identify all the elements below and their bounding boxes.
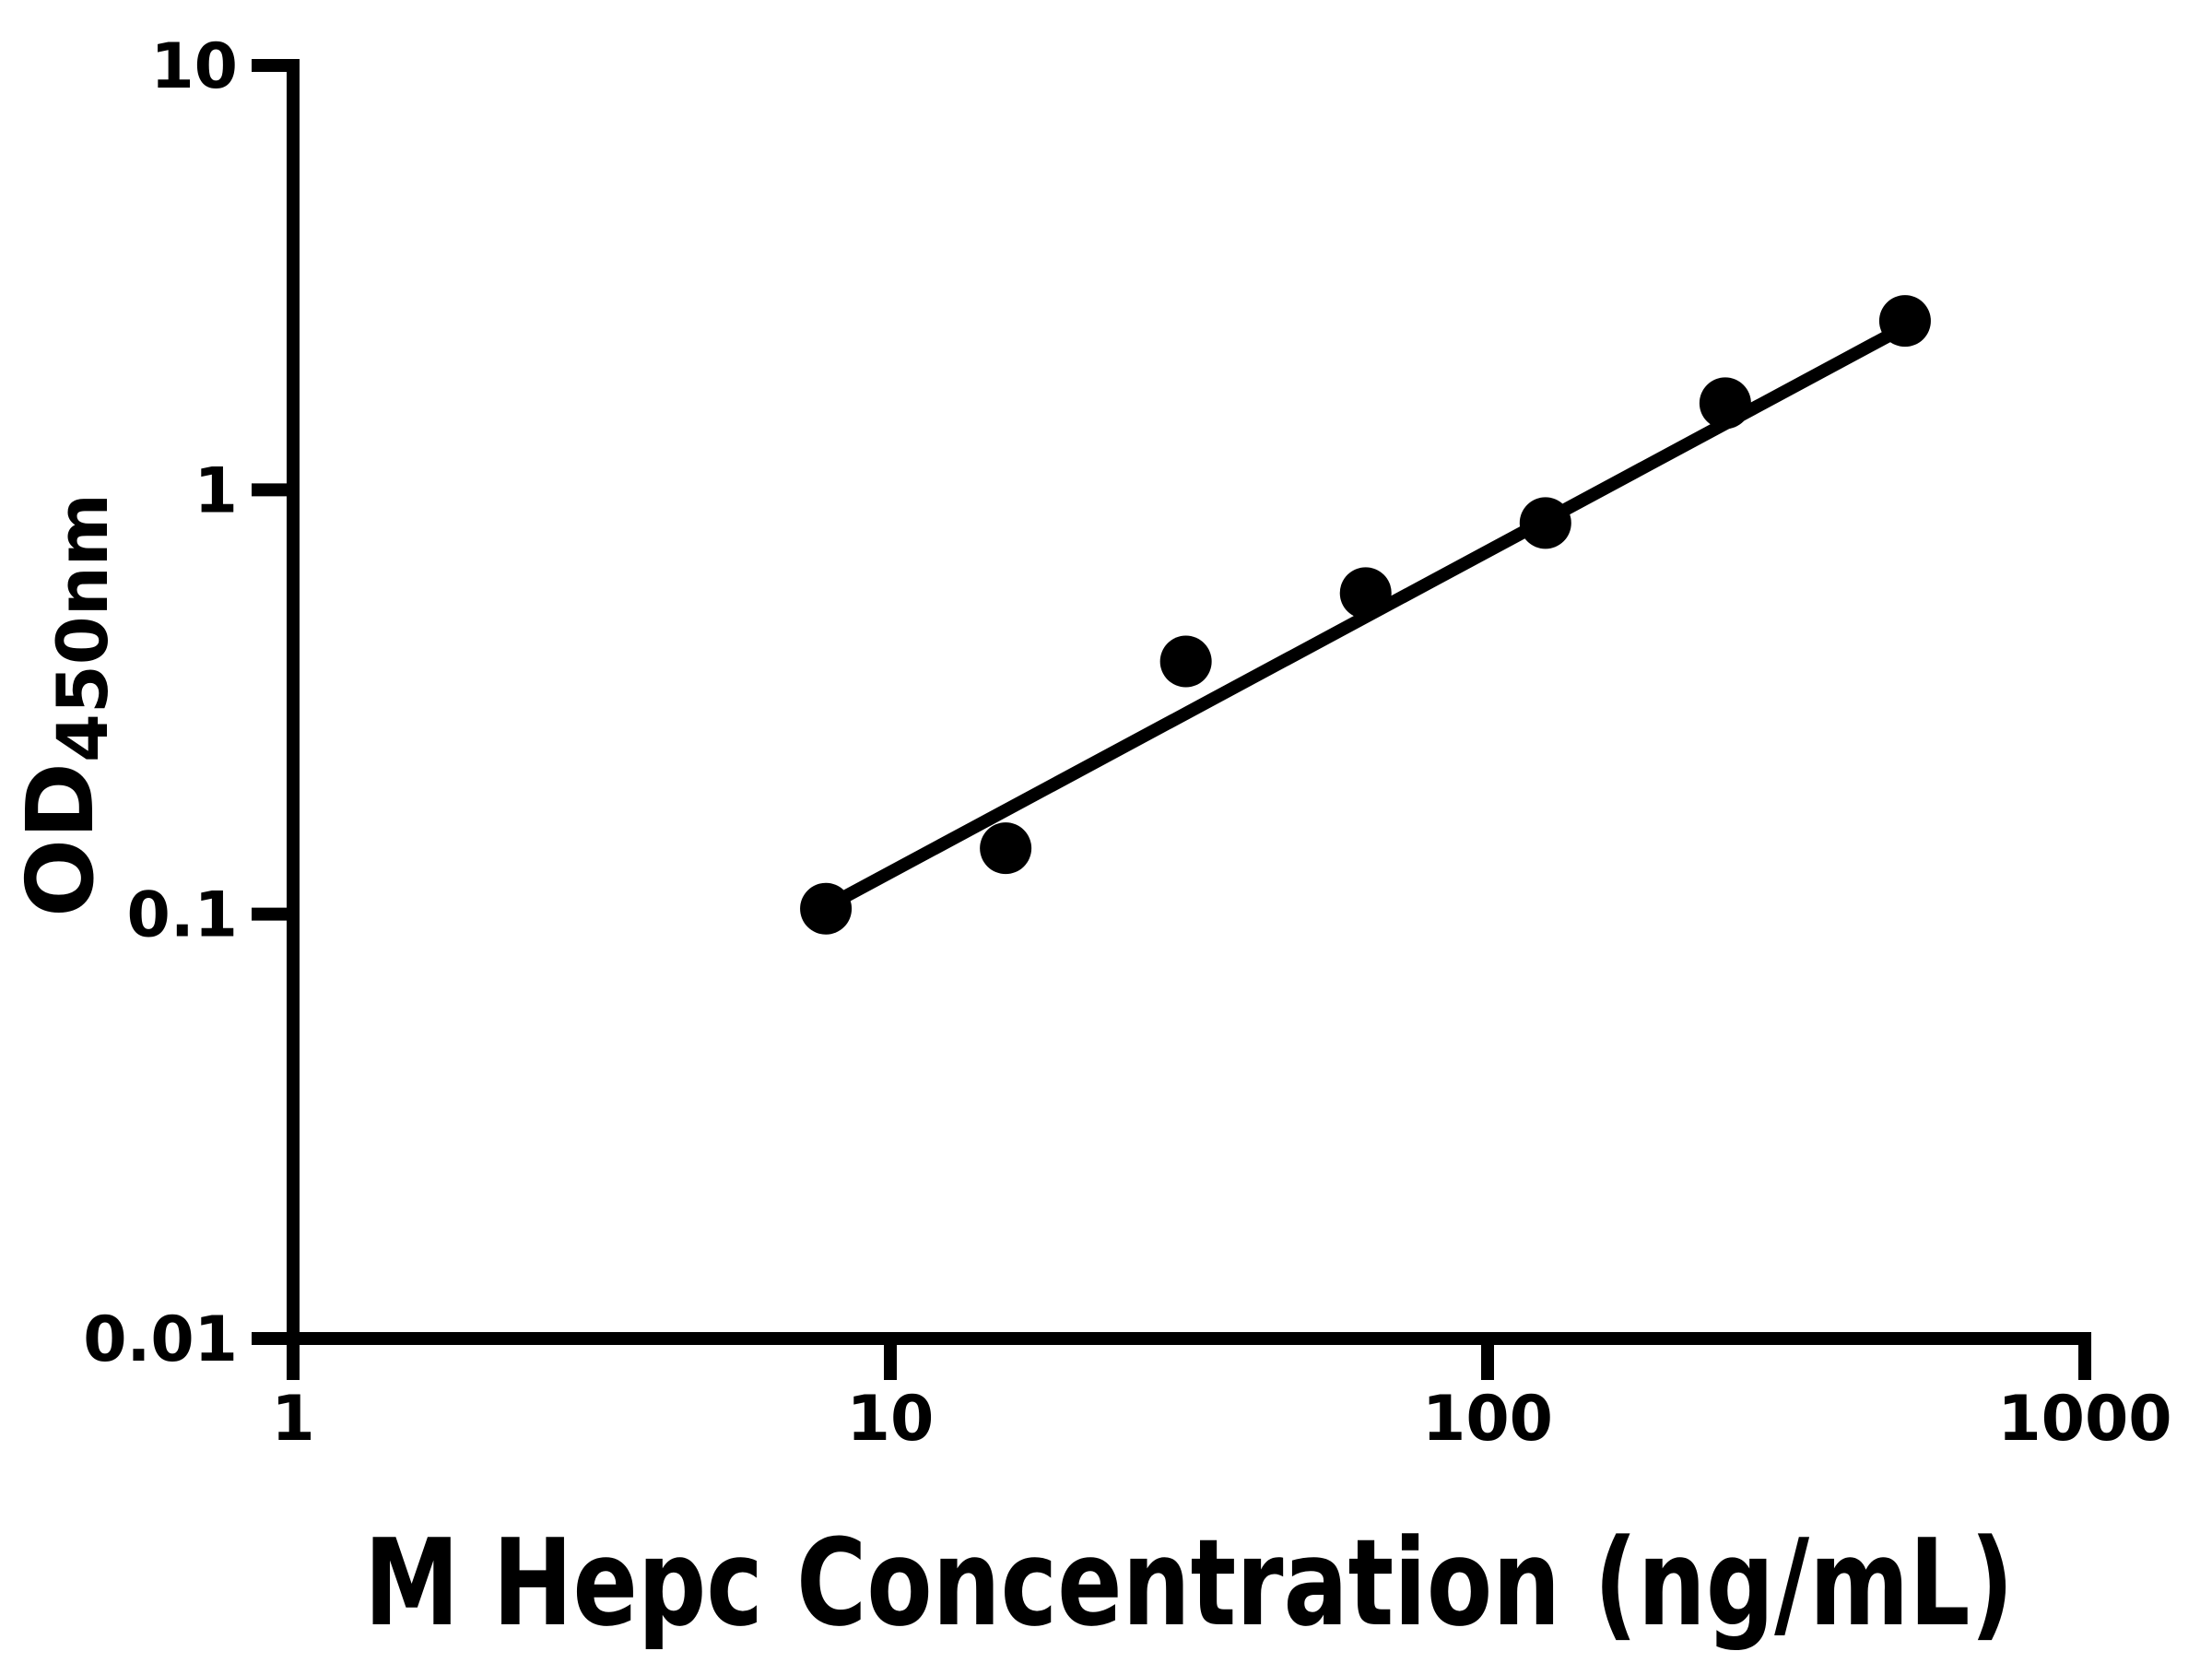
x-tick-label: 1 — [271, 1383, 314, 1456]
y-axis-title-subscript: 450nm — [41, 493, 124, 762]
data-point — [1699, 377, 1751, 430]
tick-labels: 10 1 0.1 0.01 1 10 100 1000 — [83, 30, 2171, 1456]
x-tick-label: 100 — [1422, 1383, 1553, 1456]
y-tick-label: 1 — [194, 454, 238, 527]
axes — [287, 59, 2091, 1345]
y-tick-label: 10 — [150, 30, 238, 103]
data-point — [1159, 635, 1212, 688]
x-axis-title: M Hepc Concentration (ng/mL) — [364, 1513, 2014, 1653]
data-point — [980, 822, 1032, 875]
y-axis-title-main: OD — [6, 762, 114, 917]
data-point — [1339, 567, 1392, 619]
data-point — [1519, 497, 1571, 549]
y-axis-title: OD450nm — [6, 493, 124, 917]
y-tick-label: 0.1 — [127, 879, 238, 952]
y-tick-label: 0.01 — [83, 1303, 238, 1376]
data-point — [800, 882, 853, 935]
data-point — [1878, 295, 1931, 348]
x-tick-label: 1000 — [1997, 1383, 2171, 1456]
ticks — [252, 59, 2091, 1380]
x-tick-label: 10 — [847, 1383, 935, 1456]
data-series — [800, 295, 1931, 935]
